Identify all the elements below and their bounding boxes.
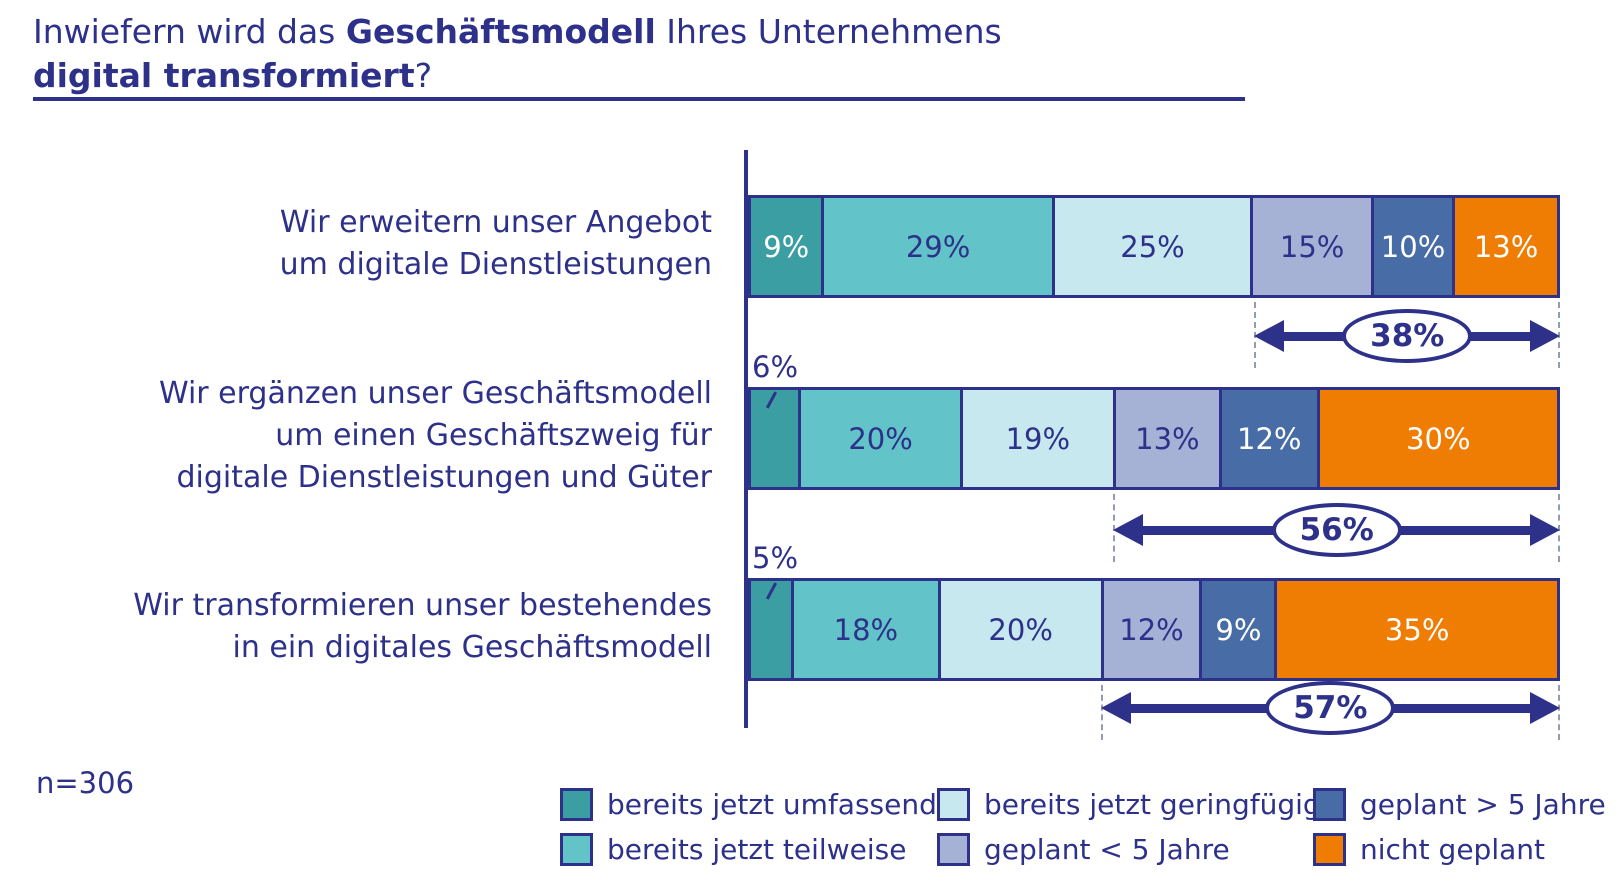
title-line-1: Inwiefern wird das Geschäftsmodell Ihres… — [33, 12, 1002, 51]
category-label-line: Wir ergänzen unser Geschäftsmodell — [158, 375, 712, 411]
category-label: Wir ergänzen unser Geschäftsmodell um ein… — [159, 373, 712, 499]
bar-segment: 12% — [1103, 581, 1203, 678]
legend-label: bereits jetzt teilweise — [607, 833, 907, 866]
legend-label: bereits jetzt geringfügig — [984, 788, 1321, 821]
arrow-head-right — [1530, 514, 1560, 546]
title-line-2: digital transformiert? — [33, 56, 433, 95]
bar-segment: 10% — [1373, 198, 1456, 295]
legend-swatch — [1313, 788, 1346, 821]
arrow-head-left — [1254, 320, 1285, 352]
category-label-line: Wir erweitern unser Angebot — [279, 204, 712, 240]
category-label-line: in ein digitales Geschäftsmodell — [232, 629, 713, 665]
arrow-head-left — [1113, 514, 1144, 546]
legend-swatch — [937, 788, 970, 821]
bar-segment — [751, 581, 794, 678]
category-label-line: Wir transformieren unser bestehendes — [133, 587, 712, 623]
bar-segment: 20% — [801, 390, 963, 487]
bar-segment: 19% — [962, 390, 1116, 487]
category-label-line: digitale Dienstleistungen und Güter — [176, 459, 712, 495]
category-label: Wir erweitern unser Angebot um digitale D… — [280, 202, 712, 286]
bar-segment: 25% — [1054, 198, 1254, 295]
legend-label: geplant < 5 Jahre — [984, 833, 1230, 866]
bar-segment: 12% — [1221, 390, 1320, 487]
legend-swatch — [560, 788, 593, 821]
arrow-head-right — [1530, 692, 1560, 724]
bar-segment: 13% — [1455, 198, 1557, 295]
category-label: Wir transformieren unser bestehendes in e… — [133, 585, 712, 669]
bar-segment: 9% — [751, 198, 825, 295]
category-label-line: um digitale Dienstleistungen — [279, 246, 712, 282]
bar-segment: 29% — [824, 198, 1055, 295]
arrow-head-left — [1100, 692, 1131, 724]
legend-item: bereits jetzt umfassend — [560, 788, 937, 821]
bar-segment: 20% — [940, 581, 1104, 678]
stacked-bar: 18% 20% 12% 9% 35% — [748, 578, 1560, 681]
legend-swatch — [937, 833, 970, 866]
arrow-total-badge: 57% — [1265, 681, 1396, 735]
page-title: Inwiefern wird das Geschäftsmodell Ihres… — [33, 10, 1002, 98]
outside-value-label: 6% — [752, 350, 799, 384]
legend-item: bereits jetzt geringfügig — [937, 788, 1321, 821]
legend-label: bereits jetzt umfassend — [607, 788, 937, 821]
bar-segment: 35% — [1277, 581, 1557, 678]
arrow-total-badge: 38% — [1342, 309, 1473, 363]
bar-segment — [751, 390, 802, 487]
legend-label: geplant > 5 Jahre — [1360, 788, 1606, 821]
stacked-bar: 20% 19% 13% 12% 30% — [748, 387, 1560, 490]
outside-value-label: 5% — [752, 541, 799, 575]
legend-item: geplant > 5 Jahre — [1313, 788, 1606, 821]
bar-segment: 13% — [1115, 390, 1222, 487]
y-axis-line — [744, 150, 748, 728]
sample-size-label: n=306 — [36, 766, 135, 800]
legend-swatch — [1313, 833, 1346, 866]
stacked-bar: 9% 29% 25% 15% 10% 13% — [748, 195, 1560, 298]
bar-segment: 18% — [793, 581, 941, 678]
legend-item: bereits jetzt teilweise — [560, 833, 906, 866]
bar-segment: 9% — [1202, 581, 1278, 678]
legend-item: nicht geplant — [1313, 833, 1545, 866]
title-underline — [33, 97, 1245, 101]
arrow-head-right — [1530, 320, 1560, 352]
legend-item: geplant < 5 Jahre — [937, 833, 1230, 866]
arrow-total-badge: 56% — [1271, 503, 1402, 557]
bar-segment: 15% — [1253, 198, 1374, 295]
legend-label: nicht geplant — [1360, 833, 1545, 866]
category-label-line: um einen Geschäftszweig für — [275, 417, 712, 453]
bar-segment: 30% — [1319, 390, 1557, 487]
legend-swatch — [560, 833, 593, 866]
